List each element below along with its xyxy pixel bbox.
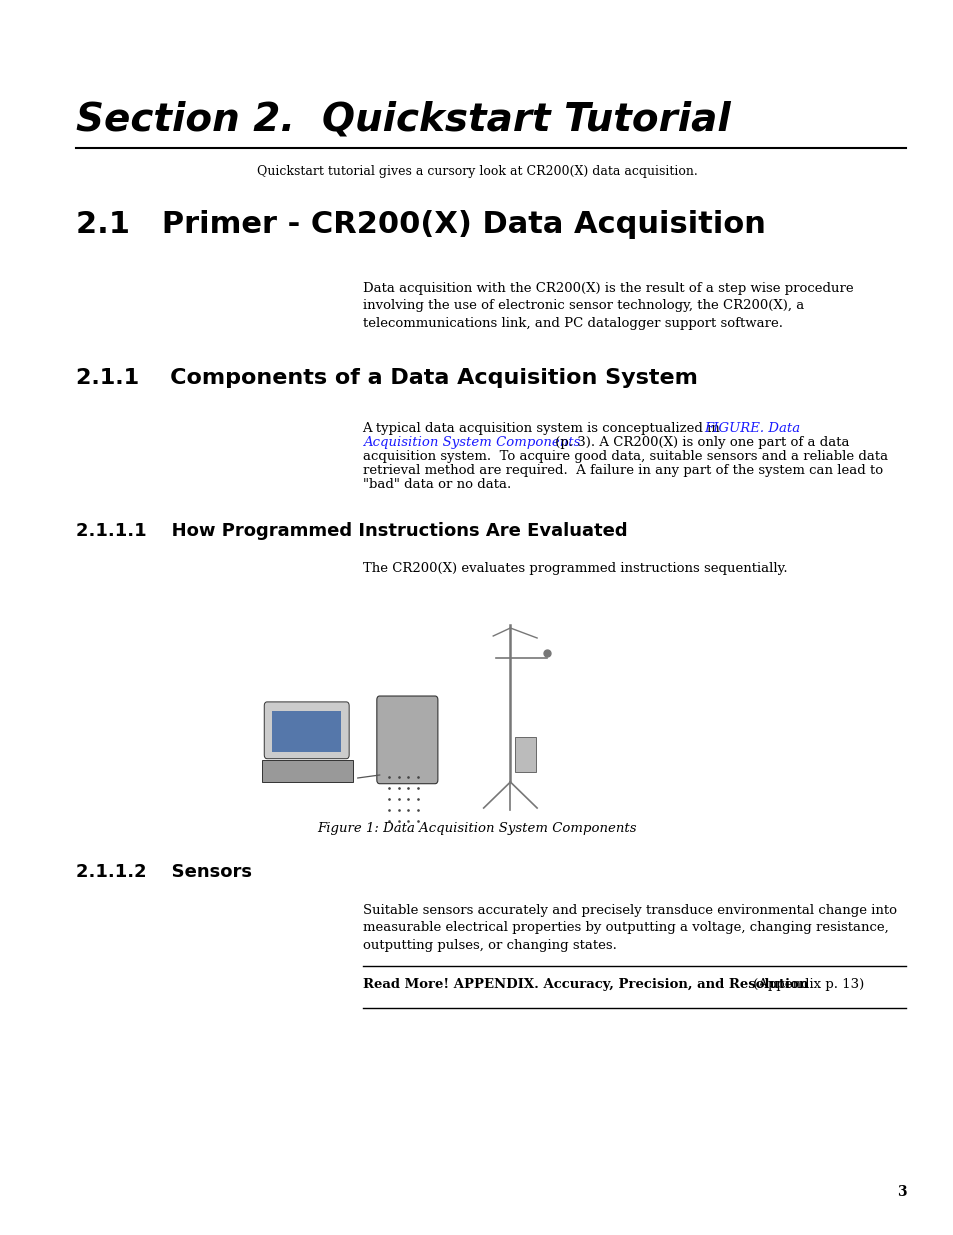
Text: FIGURE. Data: FIGURE. Data <box>703 422 800 435</box>
FancyBboxPatch shape <box>264 701 349 758</box>
Text: acquisition system.  To acquire good data, suitable sensors and a reliable data: acquisition system. To acquire good data… <box>362 450 886 463</box>
Text: The CR200(X) evaluates programmed instructions sequentially.: The CR200(X) evaluates programmed instru… <box>362 562 786 576</box>
Text: 2.1.1    Components of a Data Acquisition System: 2.1.1 Components of a Data Acquisition S… <box>76 368 698 388</box>
Bar <box>272 711 340 752</box>
Text: Read More! APPENDIX. Accuracy, Precision, and Resolution: Read More! APPENDIX. Accuracy, Precision… <box>362 978 807 990</box>
Text: "bad" data or no data.: "bad" data or no data. <box>362 478 510 492</box>
Text: A typical data acquisition system is conceptualized in: A typical data acquisition system is con… <box>362 422 723 435</box>
Text: Quickstart tutorial gives a cursory look at CR200(X) data acquisition.: Quickstart tutorial gives a cursory look… <box>256 165 697 178</box>
Text: Figure 1: Data Acquisition System Components: Figure 1: Data Acquisition System Compon… <box>317 823 636 835</box>
Text: retrieval method are required.  A failure in any part of the system can lead to: retrieval method are required. A failure… <box>362 464 882 477</box>
Text: Suitable sensors accurately and precisely transduce environmental change into
me: Suitable sensors accurately and precisel… <box>362 904 896 952</box>
Bar <box>515 737 536 772</box>
Text: (p. 3). A CR200(X) is only one part of a data: (p. 3). A CR200(X) is only one part of a… <box>551 436 849 450</box>
Bar <box>262 760 353 782</box>
Text: Data acquisition with the CR200(X) is the result of a step wise procedure
involv: Data acquisition with the CR200(X) is th… <box>362 282 852 330</box>
Text: Section 2.  Quickstart Tutorial: Section 2. Quickstart Tutorial <box>76 100 730 138</box>
Text: 3: 3 <box>896 1186 905 1199</box>
FancyBboxPatch shape <box>376 697 437 784</box>
Text: 2.1   Primer - CR200(X) Data Acquisition: 2.1 Primer - CR200(X) Data Acquisition <box>76 210 765 240</box>
Text: Acquisition System Components: Acquisition System Components <box>362 436 579 450</box>
Text: 2.1.1.2    Sensors: 2.1.1.2 Sensors <box>76 863 252 881</box>
Text: (Appendix p. 13): (Appendix p. 13) <box>748 978 863 990</box>
Text: 2.1.1.1    How Programmed Instructions Are Evaluated: 2.1.1.1 How Programmed Instructions Are … <box>76 522 627 540</box>
